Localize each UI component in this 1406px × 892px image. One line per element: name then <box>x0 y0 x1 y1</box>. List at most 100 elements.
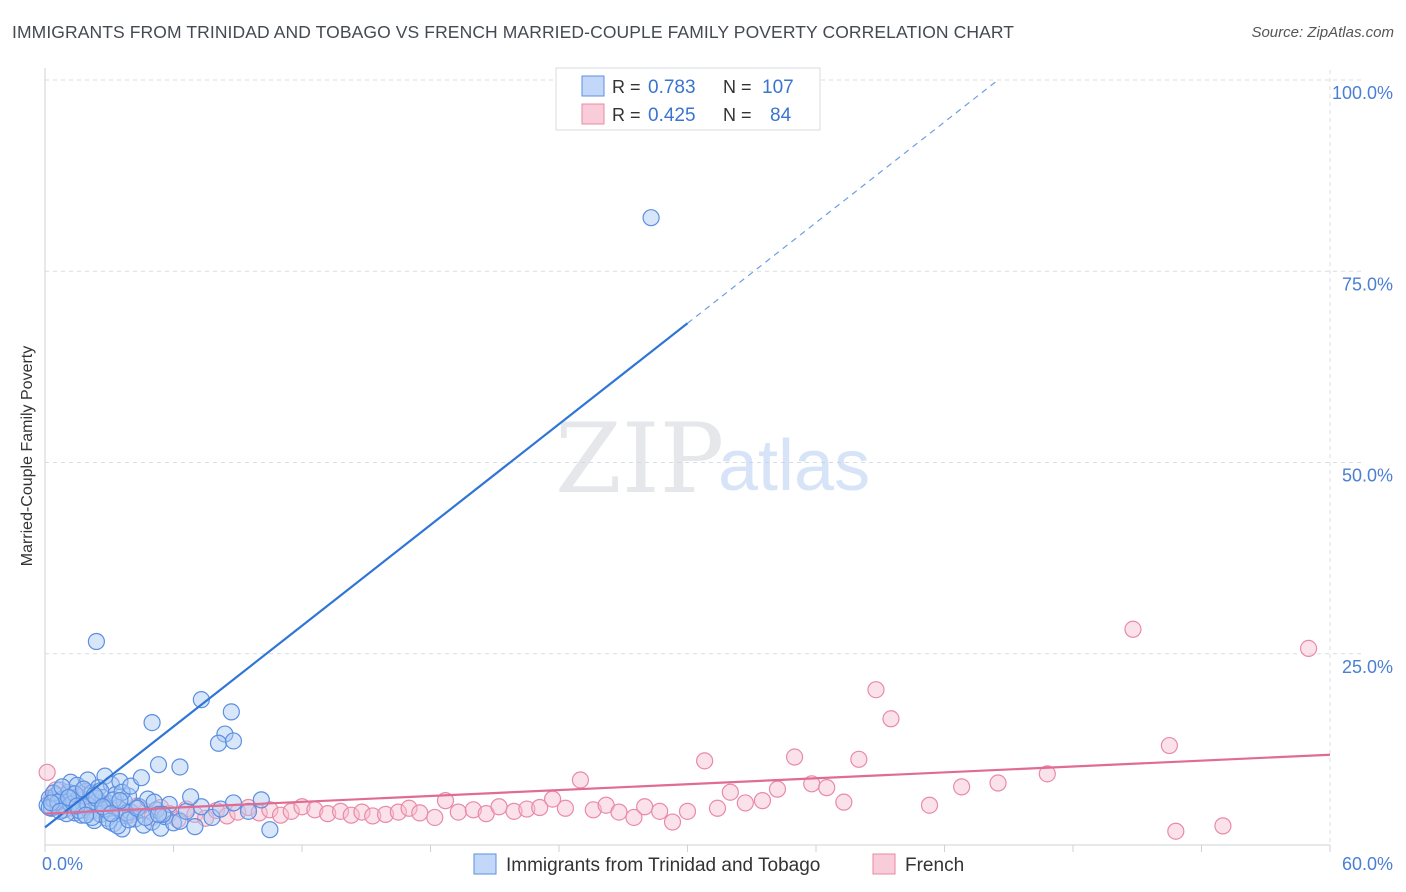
legend-r-value-2: 0.425 <box>648 105 696 126</box>
point-french <box>331 802 350 820</box>
point-french <box>400 799 418 817</box>
point-french <box>1299 639 1318 657</box>
trend-line-trinidad <box>44 322 689 829</box>
source-label: Source: ZipAtlas.com <box>1251 24 1394 41</box>
point-trinidad <box>87 632 106 651</box>
x-tick-labels: 0.0% 60.0% <box>42 854 1393 874</box>
y-tick-label: 25.0% <box>1342 657 1393 677</box>
watermark-zip: ZIP <box>555 403 724 515</box>
point-french <box>835 793 853 811</box>
point-trinidad <box>77 806 95 824</box>
legend-swatch-blue <box>581 75 605 97</box>
y-tick-label: 50.0% <box>1342 466 1393 486</box>
point-french <box>1160 736 1178 755</box>
series-legend-swatch-pink <box>872 853 896 875</box>
point-trinidad <box>642 209 660 227</box>
chart-title: IMMIGRANTS FROM TRINIDAD AND TOBAGO VS F… <box>12 22 1015 42</box>
watermark: ZIP atlas <box>555 403 870 515</box>
legend-r-value-1: 0.783 <box>648 77 696 98</box>
point-trinidad <box>68 797 86 815</box>
point-french <box>449 803 467 821</box>
point-french <box>505 802 523 820</box>
stats-legend: R = 0.783 N = 107 R = 0.425 N = 84 <box>555 67 821 131</box>
legend-swatch-pink <box>581 103 605 125</box>
point-french <box>768 780 787 798</box>
point-trinidad <box>209 734 228 752</box>
point-trinidad <box>111 772 129 791</box>
point-french <box>721 783 739 801</box>
point-french <box>1214 817 1232 835</box>
point-french <box>426 808 444 827</box>
point-french <box>38 763 56 781</box>
point-trinidad <box>224 794 243 812</box>
point-french <box>271 806 290 824</box>
point-trinidad <box>111 792 129 810</box>
series-legend-label-blue: Immigrants from Trinidad and Tobago <box>506 855 820 876</box>
y-tick-labels: 25.0% 50.0% 75.0% 100.0% <box>1332 83 1393 677</box>
point-trinidad <box>186 818 204 836</box>
point-trinidad <box>252 791 270 809</box>
series-legend-swatch-blue <box>473 853 497 875</box>
point-trinidad <box>119 811 138 829</box>
point-french <box>625 808 643 827</box>
point-french <box>389 803 407 821</box>
point-trinidad <box>171 758 189 776</box>
point-french <box>411 804 429 822</box>
point-french <box>867 681 885 699</box>
series-legend-label-pink: French <box>905 855 964 876</box>
legend-r-label-1: R = <box>612 77 641 97</box>
point-trinidad <box>177 802 195 820</box>
axes <box>44 68 1331 852</box>
point-french <box>708 799 727 817</box>
x-tick-label-max: 60.0% <box>1342 854 1393 874</box>
point-trinidad <box>224 732 243 750</box>
point-french <box>1167 822 1185 840</box>
point-trinidad <box>143 713 161 732</box>
trend-line-french <box>44 753 1331 815</box>
point-trinidad <box>216 725 234 743</box>
point-trinidad <box>182 788 200 806</box>
point-french <box>364 807 382 825</box>
point-french <box>920 796 939 814</box>
point-french <box>342 806 360 824</box>
point-french <box>678 802 697 820</box>
point-french <box>753 792 772 810</box>
point-trinidad <box>149 756 168 774</box>
point-french <box>556 799 575 817</box>
point-french <box>818 779 836 797</box>
y-tick-label: 75.0% <box>1342 274 1393 294</box>
y-tick-label: 100.0% <box>1332 83 1393 103</box>
point-french <box>584 801 602 819</box>
point-trinidad <box>261 821 279 839</box>
point-french <box>353 803 371 821</box>
point-french <box>736 794 754 812</box>
point-french <box>518 800 536 818</box>
legend-n-value-1: 107 <box>762 77 794 98</box>
trend-lines <box>44 79 1331 829</box>
point-french <box>696 752 714 770</box>
point-trinidad <box>132 769 150 787</box>
point-trinidad <box>154 805 172 824</box>
watermark-atlas: atlas <box>718 426 870 506</box>
legend-r-label-2: R = <box>612 105 641 125</box>
point-french <box>610 803 628 821</box>
point-french <box>953 778 971 796</box>
legend-n-value-2: 84 <box>770 105 792 126</box>
series-legend: Immigrants from Trinidad and Tobago Fren… <box>473 853 964 876</box>
x-tick-label-min: 0.0% <box>42 854 83 874</box>
point-trinidad <box>85 811 103 830</box>
point-trinidad <box>149 805 168 824</box>
legend-n-label-1: N = <box>723 77 752 97</box>
point-french <box>490 798 508 816</box>
point-french <box>882 710 900 728</box>
point-french <box>376 805 395 824</box>
point-french <box>531 798 549 817</box>
point-french <box>785 748 804 766</box>
point-french <box>850 750 868 768</box>
point-french <box>571 771 590 789</box>
point-french <box>663 813 682 831</box>
point-french <box>651 802 669 820</box>
point-trinidad <box>222 703 240 721</box>
point-french <box>1124 620 1142 638</box>
